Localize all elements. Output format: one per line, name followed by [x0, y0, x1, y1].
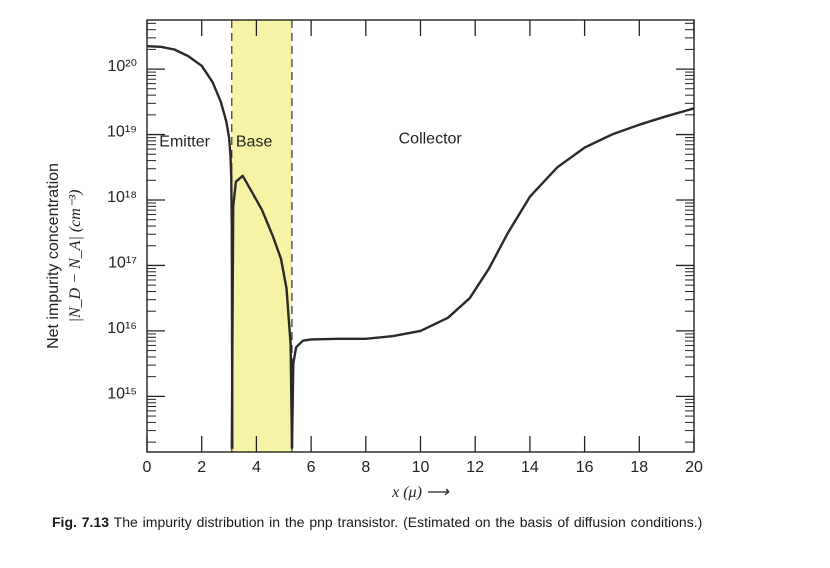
x-tick-label: 14	[521, 459, 539, 476]
curve-emitter	[147, 46, 232, 449]
y-tick-label: 10²⁰	[107, 58, 137, 75]
x-tick-label: 0	[143, 459, 152, 476]
x-tick-label: 6	[307, 459, 316, 476]
x-axis-label: x (μ) ⟶	[391, 484, 450, 501]
x-tick-label: 8	[361, 459, 370, 476]
x-tick-label: 20	[685, 459, 703, 476]
x-tick-label: 2	[197, 459, 206, 476]
region-label-base: Base	[236, 133, 273, 150]
y-tick-label: 10¹⁸	[107, 189, 137, 206]
x-tick-label: 18	[630, 459, 648, 476]
x-tick-label: 12	[466, 459, 484, 476]
y-axis-label-line1: Net impurity concentration	[45, 163, 62, 349]
figure-caption-text: The impurity distribution in the pnp tra…	[114, 514, 703, 530]
y-tick-label: 10¹⁵	[107, 385, 137, 402]
x-tick-label: 16	[576, 459, 594, 476]
y-tick-label: 10¹⁹	[107, 124, 137, 141]
plot-frame	[147, 20, 694, 452]
y-axis-label-line2: |N_D − N_A| (cm⁻³)	[67, 190, 84, 323]
region-label-emitter: Emitter	[159, 133, 210, 150]
y-tick-label: 10¹⁶	[107, 320, 137, 337]
x-tick-label: 4	[252, 459, 261, 476]
figure-caption: Fig. 7.13 The impurity distribution in t…	[52, 512, 822, 532]
chart-svg: 10²⁰ 10¹⁹ 10¹⁸ 10¹⁷ 10¹⁶ 10¹⁵ 0 2 4 6 8 10 12 14 16 18 2…	[0, 0, 830, 510]
y-tick-label: 10¹⁷	[108, 254, 137, 271]
figure-number: Fig. 7.13	[52, 514, 109, 530]
region-label-collector: Collector	[399, 131, 463, 148]
curve-collector	[292, 108, 694, 448]
impurity-chart: 10²⁰ 10¹⁹ 10¹⁸ 10¹⁷ 10¹⁶ 10¹⁵ 0 2 4 6 8 10 12 14 16 18 2…	[0, 0, 830, 510]
x-tick-label: 10	[412, 459, 430, 476]
base-region-fill	[232, 20, 292, 452]
